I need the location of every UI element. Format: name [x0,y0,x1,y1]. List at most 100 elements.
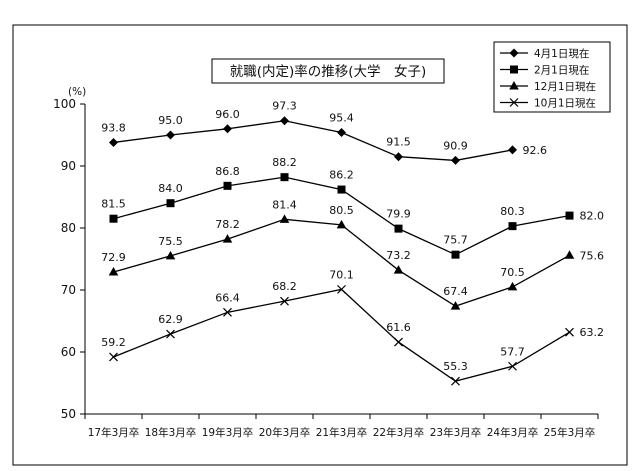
series-oct1-point [508,361,517,371]
series-feb1-point [280,173,289,182]
series-feb1-point [109,214,118,223]
series-dec1-data-label: 75.5 [158,235,183,248]
series-dec1-data-label: 72.9 [101,251,126,264]
series-dec1-data-label: 67.4 [443,285,468,298]
x-marker-stroke [166,329,175,339]
series-feb1-data-label: 79.9 [386,208,411,221]
series-oct1-point [337,284,346,294]
series-apr1-point [166,130,175,140]
x-tick-label: 22年3月卒 [373,426,425,439]
legend-label-series-feb1: 2月1日現在 [534,65,589,77]
series-apr1: 93.8 95.0 96.0 97.3 95.4 91.5 90.9 92.6 [101,100,547,165]
series-oct1-point [280,296,289,306]
series-oct1-point [451,376,460,386]
series-oct1-data-label: 63.2 [580,326,605,339]
axes [84,104,598,415]
y-tick-label: 60 [61,345,76,359]
series-apr1-data-label: 91.5 [386,136,411,149]
y-axis-unit-label: (%) [68,86,86,98]
x-tick-label: 24年3月卒 [487,426,539,439]
chart-title-box [211,58,445,84]
series-oct1-point [394,337,403,347]
series-feb1-point [508,222,517,231]
x-marker-stroke [337,284,346,294]
legend-marker-series-apr1 [509,48,519,58]
series-dec1-point [564,250,575,259]
series-dec1-data-label: 80.5 [329,204,354,217]
y-tick-label: 70 [61,283,76,297]
y-tick-label: 90 [61,159,76,173]
chart-title-text: 就職(内定)率の推移(大学 女子) [230,63,427,80]
series-feb1-point [394,224,403,233]
legend-marker-series-feb1 [510,65,518,74]
x-tick-label: 20年3月卒 [259,426,311,439]
series-oct1-data-label: 61.6 [386,321,411,334]
series-oct1-data-label: 70.1 [329,268,354,281]
x-tick-label: 19年3月卒 [202,426,254,439]
series-feb1-point [166,199,175,208]
series-dec1-point [108,267,119,276]
series-feb1-data-label: 88.2 [272,156,297,169]
y-axis-ticks: 50 60 70 80 90 100 [53,97,85,421]
series-oct1-point [565,327,574,337]
legend: 4月1日現在 2月1日現在 12月1日現在 10月1日現在 [493,41,611,113]
series-apr1-line [113,120,513,162]
x-marker-stroke [223,307,232,317]
legend-label-series-oct1: 10月1日現在 [534,98,596,110]
series-apr1-data-label: 92.6 [523,144,548,157]
series-oct1-point [109,352,118,362]
series-oct1-data-label: 59.2 [101,336,126,349]
series-dec1-data-label: 75.6 [580,249,605,262]
series-apr1-data-label: 95.0 [158,114,183,127]
series-feb1-data-label: 86.2 [329,169,354,182]
x-tick-label: 17年3月卒 [88,426,140,439]
series-apr1-point [109,137,118,147]
y-tick-label: 80 [61,221,76,235]
series-feb1-point [337,185,346,194]
series-feb1-point [223,181,232,190]
series-feb1-data-label: 81.5 [101,198,126,211]
series-oct1-data-label: 66.4 [215,291,240,304]
series-dec1-point [279,214,290,223]
series-feb1-data-label: 82.0 [580,210,605,223]
series-oct1-point [223,307,232,317]
series-feb1-point [565,211,574,220]
x-axis-ticks: 17年3月卒 18年3月卒 19年3月卒 20年3月卒 21年3月卒 22年3月卒 23年3… [84,414,599,439]
series-apr1-point [508,145,517,155]
x-marker-stroke [280,296,289,306]
series-apr1-data-label: 96.0 [215,108,240,121]
series-oct1-data-label: 55.3 [443,360,468,373]
series-feb1: 81.5 84.0 86.8 88.2 86.2 79.9 75.7 80.3 82.0 [101,156,604,259]
series-feb1-point [451,250,460,259]
x-marker-stroke [565,327,574,337]
x-marker-stroke [451,376,460,386]
series-dec1-data-label: 73.2 [386,249,411,262]
series-oct1-data-label: 62.9 [158,313,183,326]
series-dec1-data-label: 70.5 [500,266,525,279]
x-tick-label: 25年3月卒 [544,426,596,439]
series-dec1-point [165,250,176,260]
x-marker-stroke [508,361,517,371]
y-tick-label: 100 [53,97,76,111]
series-apr1-data-label: 90.9 [443,139,468,152]
series-dec1-point [222,234,233,243]
series-dec1-point [507,281,518,291]
series-dec1-point [393,265,404,274]
legend-label-series-apr1: 4月1日現在 [534,48,589,60]
legend-marker-series-oct1 [509,98,519,107]
chart-title: 就職(内定)率の推移(大学 女子) [211,58,445,84]
series-dec1-point [450,301,461,310]
x-tick-label: 18年3月卒 [145,426,197,439]
x-tick-label: 23年3月卒 [430,426,482,439]
series-dec1: 72.9 75.5 78.2 81.4 80.5 73.2 67.4 70.5 75.6 [101,198,605,310]
series-apr1-point [451,155,460,165]
series-feb1-data-label: 75.7 [443,234,468,247]
series-feb1-data-label: 84.0 [158,182,183,195]
series-oct1-data-label: 57.7 [500,345,525,358]
x-marker-stroke [509,98,519,107]
series-dec1-point [336,219,347,229]
y-tick-label: 50 [61,407,76,421]
series-apr1-point [223,124,232,134]
series-apr1-point [337,128,346,138]
